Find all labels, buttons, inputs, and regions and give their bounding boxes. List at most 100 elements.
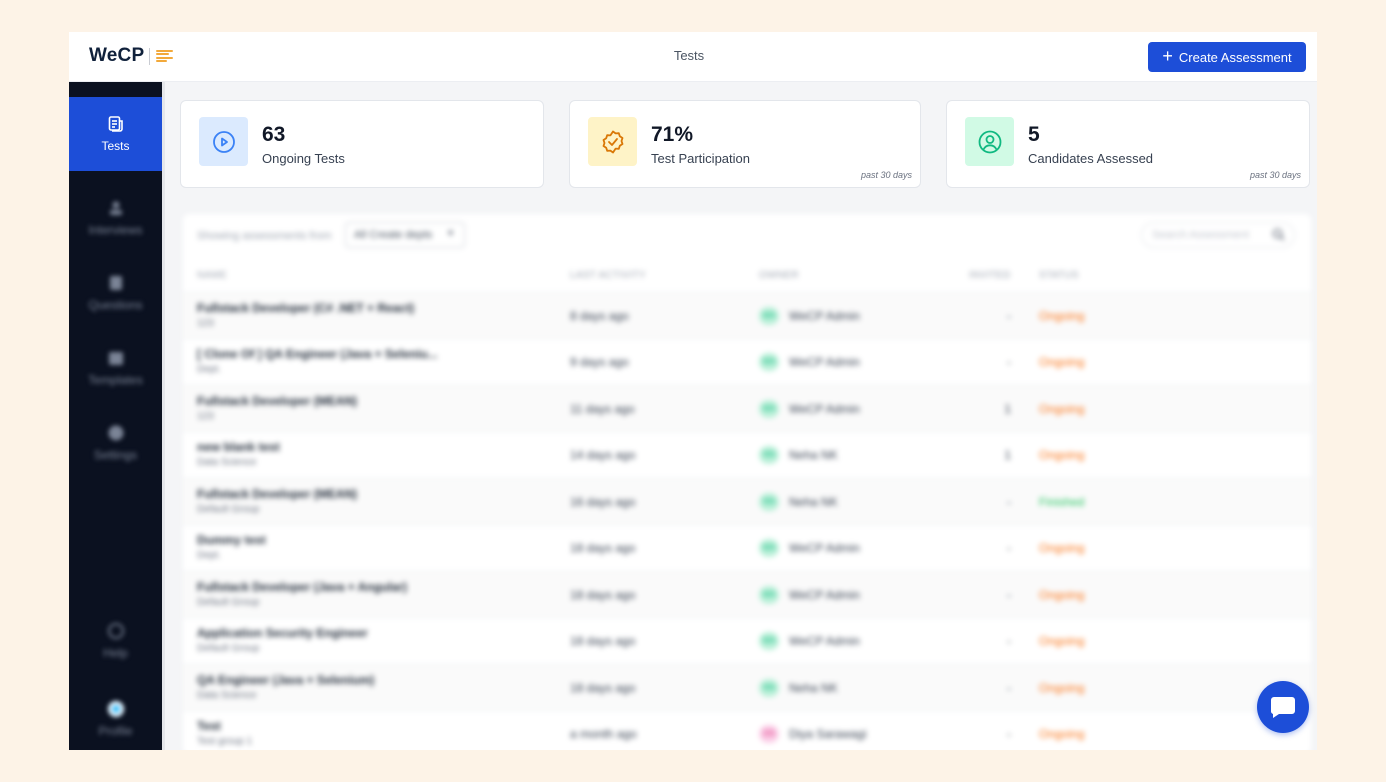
owner-name: WeCP Admin (789, 402, 860, 416)
dept-filter-value: All Create depts (354, 229, 433, 241)
test-name[interactable]: Fullstack Developer (Java + Angular) (197, 580, 407, 594)
test-name[interactable]: [ Clone Of ] QA Engineer (Java + Seleniu… (197, 347, 438, 361)
top-bar: WeCP Tests + Create Assessment (69, 32, 1317, 82)
sidebar-item-label: Templates (88, 373, 143, 387)
column-header-last-activity[interactable]: LAST ACTIVITY (570, 270, 646, 281)
test-name[interactable]: QA Engineer (Java + Selenium) (197, 673, 375, 687)
stat-card-candidates-assessed: 5 Candidates Assessed past 30 days (946, 100, 1310, 188)
stat-value: 63 (262, 123, 286, 146)
invited-count: - (1007, 727, 1011, 741)
stat-period: past 30 days (860, 170, 912, 180)
plus-icon: + (1162, 46, 1173, 66)
last-activity: 18 days ago (570, 681, 636, 695)
invited-count: - (1007, 634, 1011, 648)
test-group: Test group 1 (197, 736, 253, 747)
profile-icon (107, 700, 125, 718)
page-title: Tests (673, 48, 705, 63)
stat-card-test-participation: 71% Test Participation past 30 days (569, 100, 921, 188)
invited-count: - (1007, 541, 1011, 555)
column-header-owner[interactable]: OWNER (759, 270, 799, 281)
table-row[interactable]: Fullstack Developer (MEAN) 123 11 days a… (183, 385, 1311, 431)
sidebar-item-tests[interactable]: Tests (69, 97, 162, 171)
sidebar-item-label: Help (103, 646, 128, 660)
dept-filter-select[interactable]: All Create depts ▼ (345, 222, 465, 248)
sidebar-item-templates[interactable]: Templates (69, 331, 162, 405)
check-badge-icon (602, 130, 623, 153)
owner-name: Neha NK (789, 495, 838, 509)
stat-value: 71% (651, 123, 694, 146)
test-name[interactable]: Fullstack Developer (MEAN) (197, 394, 358, 408)
test-group: Dept. (197, 550, 221, 561)
sidebar-item-settings[interactable]: Settings (69, 406, 162, 480)
filter-label: Showing assessments from (197, 230, 332, 242)
stat-label: Candidates Assessed (1028, 151, 1154, 166)
test-name[interactable]: Application Security Engineer (197, 626, 368, 640)
sidebar-item-label: Interviews (88, 223, 143, 237)
table-row[interactable]: Application Security Engineer Default Gr… (183, 617, 1311, 663)
column-header-name[interactable]: NAME (197, 270, 228, 281)
owner-name: WeCP Admin (789, 541, 860, 555)
table-row[interactable]: new blank test Data Science 14 days ago … (183, 431, 1311, 477)
sidebar-scrollbar[interactable] (162, 82, 165, 750)
table-row[interactable]: Dummy test Dept. 18 days ago WA WeCP Adm… (183, 524, 1311, 570)
settings-icon (107, 424, 125, 442)
search-placeholder: Search Assessment (1152, 229, 1250, 241)
table-row[interactable]: Fullstack Developer (MEAN) Default Group… (183, 478, 1311, 524)
stat-label: Ongoing Tests (262, 151, 345, 166)
tests-icon (107, 115, 125, 133)
owner-avatar: NN (759, 679, 779, 697)
play-circle-icon (212, 130, 235, 153)
invited-count: 1 (1004, 448, 1011, 462)
owner-avatar: NN (759, 446, 779, 464)
chat-support-button[interactable] (1257, 681, 1309, 733)
search-icon (1272, 228, 1285, 244)
templates-icon (107, 349, 125, 367)
sidebar-item-label: Tests (101, 139, 130, 153)
test-name[interactable]: new blank test (197, 440, 280, 454)
test-group: Dept. (197, 364, 221, 375)
test-name[interactable]: Fullstack Developer (C# .NET + React) (197, 301, 415, 315)
assessments-table: Showing assessments from All Create dept… (183, 214, 1311, 750)
search-assessment-input[interactable]: Search Assessment (1141, 222, 1295, 248)
test-name[interactable]: Fullstack Developer (MEAN) (197, 487, 358, 501)
status-badge: Ongoing (1039, 355, 1085, 369)
stat-icon-box (588, 117, 637, 166)
stat-icon-box (199, 117, 248, 166)
logo[interactable]: WeCP (89, 45, 174, 67)
column-header-status[interactable]: STATUS (1039, 270, 1079, 281)
sidebar-item-label: Profile (98, 724, 133, 738)
sidebar-item-questions[interactable]: Questions (69, 256, 162, 330)
sidebar-item-label: Questions (88, 298, 143, 312)
stat-period: past 30 days (1249, 170, 1301, 180)
column-header-invited[interactable]: INVITED (969, 270, 1011, 281)
owner-name: Diya Sarawagi (789, 727, 867, 741)
stat-value: 5 (1028, 123, 1040, 146)
sidebar-item-help[interactable]: Help (69, 604, 162, 678)
invited-count: - (1007, 588, 1011, 602)
status-badge: Finished (1039, 495, 1085, 509)
test-name[interactable]: Test (197, 719, 221, 733)
table-row[interactable]: Fullstack Developer (Java + Angular) Def… (183, 571, 1311, 617)
owner-name: Neha NK (789, 448, 838, 462)
owner-avatar: WA (759, 307, 779, 325)
test-group: Data Science (197, 457, 257, 468)
status-badge: Ongoing (1039, 309, 1085, 323)
create-assessment-label: Create Assessment (1178, 49, 1292, 65)
create-assessment-button[interactable]: + Create Assessment (1148, 42, 1306, 72)
owner-name: WeCP Admin (789, 355, 860, 369)
sidebar-item-profile[interactable]: Profile (69, 682, 162, 750)
status-badge: Ongoing (1039, 541, 1085, 555)
last-activity: 11 days ago (570, 402, 635, 416)
last-activity: 18 days ago (570, 634, 636, 648)
sidebar-item-interviews[interactable]: Interviews (69, 181, 162, 255)
last-activity: a month ago (570, 727, 637, 741)
test-group: Default Group (197, 504, 260, 515)
chevron-down-icon: ▼ (446, 228, 455, 238)
test-name[interactable]: Dummy test (197, 533, 266, 547)
table-row[interactable]: Fullstack Developer (C# .NET + React) 12… (183, 292, 1311, 338)
table-row[interactable]: [ Clone Of ] QA Engineer (Java + Seleniu… (183, 338, 1311, 384)
table-row[interactable]: Test Test group 1 a month ago DS Diya Sa… (183, 710, 1311, 750)
table-row[interactable]: QA Engineer (Java + Selenium) Data Scien… (183, 664, 1311, 710)
owner-avatar: WA (759, 400, 779, 418)
main-content: 63 Ongoing Tests 71% Test Participation … (165, 82, 1317, 750)
